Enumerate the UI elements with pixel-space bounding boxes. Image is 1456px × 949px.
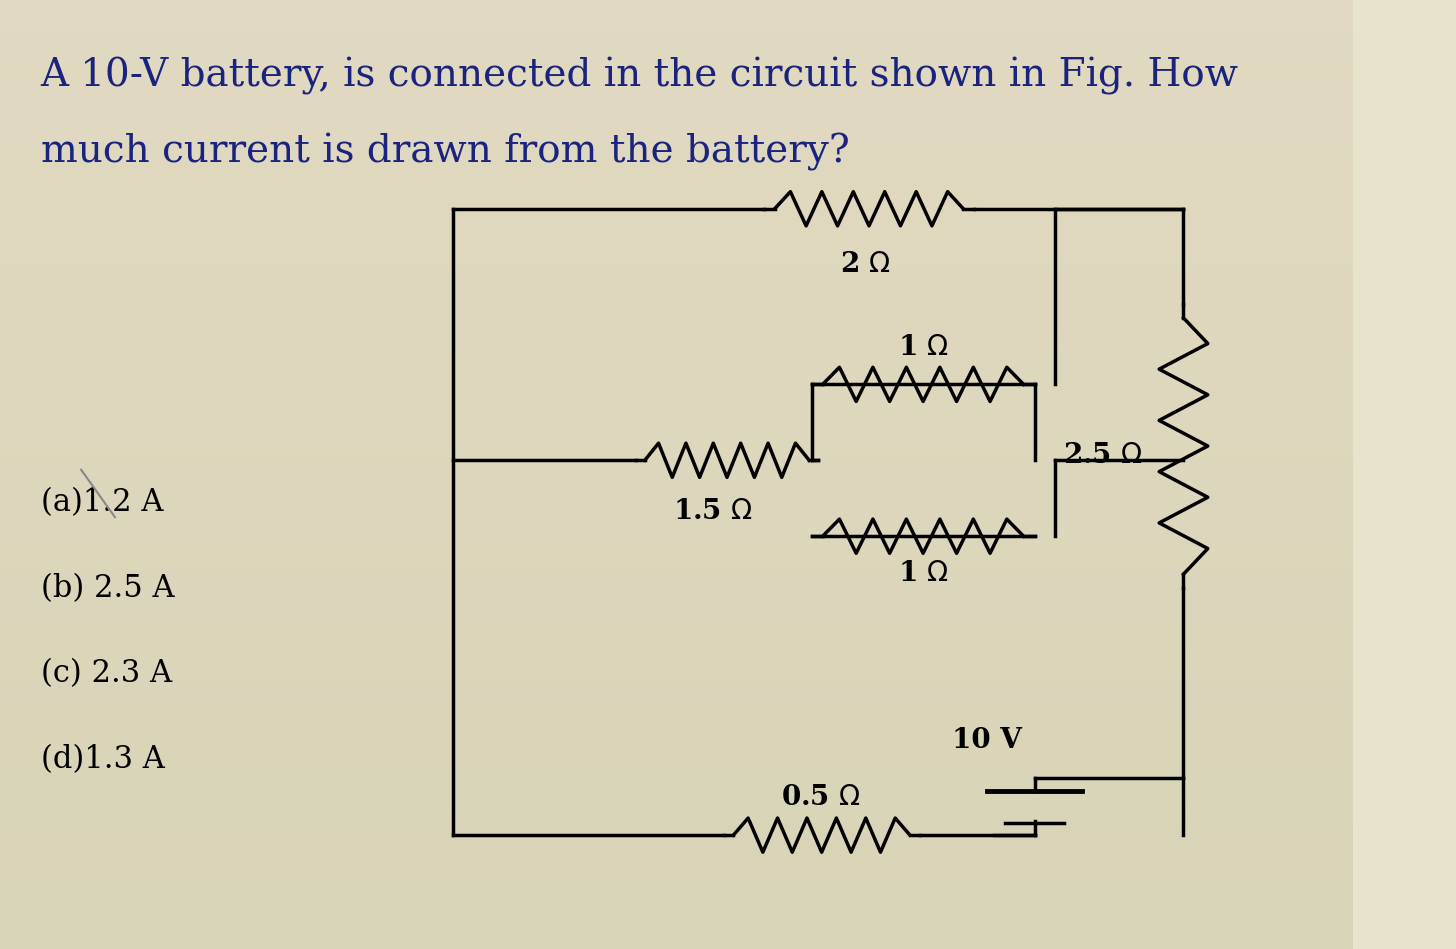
Bar [0,301,1353,316]
Bar [0,237,1353,253]
Text: 2 $\Omega$: 2 $\Omega$ [840,251,891,278]
Bar [0,380,1353,396]
Text: 1.5 $\Omega$: 1.5 $\Omega$ [673,498,753,525]
Bar [0,427,1353,443]
Bar [0,221,1353,237]
Bar [0,885,1353,902]
Bar [0,586,1353,601]
Text: 1 $\Omega$: 1 $\Omega$ [898,560,949,586]
Text: (c) 2.3 A: (c) 2.3 A [41,659,172,689]
Bar [0,870,1353,885]
Bar [0,854,1353,870]
Bar [0,506,1353,522]
Bar [0,775,1353,791]
Bar [0,206,1353,221]
Bar [0,918,1353,933]
Bar [0,411,1353,427]
Bar [0,823,1353,838]
Bar [0,902,1353,918]
Bar [0,285,1353,301]
Bar [0,664,1353,680]
Bar [0,617,1353,633]
Text: 2.5 $\Omega$: 2.5 $\Omega$ [1063,442,1143,469]
Bar [0,269,1353,285]
Bar [0,696,1353,712]
Bar [0,553,1353,569]
Text: (d)1.3 A: (d)1.3 A [41,744,165,774]
Bar [0,648,1353,664]
Text: (b) 2.5 A: (b) 2.5 A [41,573,175,604]
Bar [0,64,1353,79]
Bar [0,0,1353,16]
Bar [0,190,1353,206]
Bar [0,791,1353,807]
Bar [0,47,1353,64]
Bar [0,601,1353,617]
Bar [0,838,1353,854]
Text: (a)1.2 A: (a)1.2 A [41,488,163,518]
Text: 10 V: 10 V [952,727,1022,754]
Text: 0.5 $\Omega$: 0.5 $\Omega$ [780,785,860,811]
Bar [0,743,1353,759]
Bar [0,443,1353,458]
Bar [0,538,1353,553]
Bar [0,363,1353,380]
Text: A 10-V battery, is connected in the circuit shown in Fig. How: A 10-V battery, is connected in the circ… [41,57,1239,95]
Bar [0,31,1353,47]
Bar [0,396,1353,411]
Bar [0,111,1353,126]
Bar [0,316,1353,332]
Bar [0,126,1353,142]
Bar [0,158,1353,174]
Bar [0,569,1353,586]
Bar [0,16,1353,31]
Bar [0,95,1353,111]
Bar [0,491,1353,506]
Bar [0,474,1353,491]
Bar [0,728,1353,743]
Text: much current is drawn from the battery?: much current is drawn from the battery? [41,133,849,171]
Bar [0,633,1353,648]
Bar [0,79,1353,95]
Bar [0,759,1353,775]
Bar [0,253,1353,269]
Bar [0,933,1353,949]
Bar [0,458,1353,474]
Text: 1 $\Omega$: 1 $\Omega$ [898,334,949,361]
Bar [0,522,1353,538]
Bar [0,174,1353,190]
Bar [0,348,1353,363]
Bar [0,807,1353,823]
Bar [0,680,1353,696]
Bar [0,142,1353,158]
Bar [0,712,1353,728]
Bar [0,332,1353,348]
